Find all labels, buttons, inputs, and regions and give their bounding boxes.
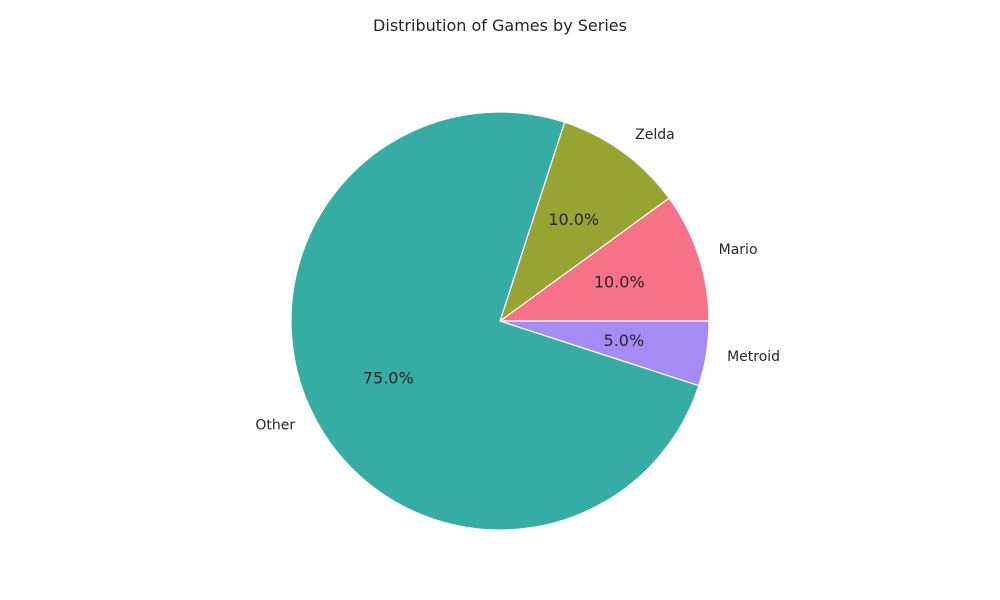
chart-title: Distribution of Games by Series [373,16,627,35]
pie-slice-mario [498,197,710,322]
pct-label-other: 75.0% [363,368,414,387]
pie-slice-metroid [499,320,710,387]
pct-label-mario: 10.0% [594,273,645,292]
pie-slice-zelda [498,121,670,323]
pct-label-metroid: 5.0% [604,331,645,350]
slice-label-mario: Mario [719,242,758,258]
pie-slice-other [290,111,700,531]
slice-label-zelda: Zelda [635,127,675,143]
pct-label-zelda: 10.0% [548,210,599,229]
slice-label-other: Other [255,417,295,433]
slice-label-metroid: Metroid [727,349,780,365]
